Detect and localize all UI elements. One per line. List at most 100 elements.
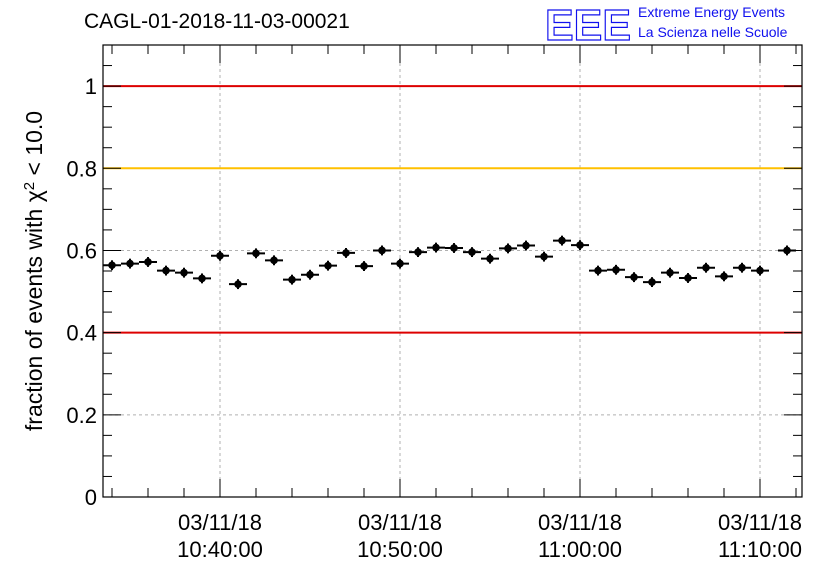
data-point [355, 261, 373, 271]
x-tick-label-time: 10:40:00 [177, 537, 263, 562]
point-marker [126, 259, 134, 268]
data-point [337, 247, 355, 258]
data-point [193, 273, 211, 284]
point-marker [432, 243, 440, 252]
point-marker [702, 263, 710, 272]
data-point [751, 265, 769, 276]
y-tick-label: 0 [85, 485, 97, 510]
data-point [697, 262, 715, 273]
data-point [319, 260, 337, 271]
y-tick-label: 0.2 [66, 403, 97, 428]
point-marker [216, 251, 224, 260]
data-points [103, 235, 796, 290]
x-tick-label-time: 11:10:00 [718, 537, 802, 562]
y-tick-label: 0.8 [66, 156, 97, 181]
point-marker [594, 266, 602, 275]
x-tick-label-date: 03/11/18 [538, 510, 622, 535]
data-point [175, 267, 193, 278]
x-tick-label-time: 10:50:00 [357, 537, 443, 562]
y-tick-label: 0.6 [66, 238, 97, 263]
point-marker [540, 252, 548, 261]
data-point [715, 271, 733, 282]
data-point [247, 248, 265, 259]
data-point [679, 273, 697, 283]
data-point [661, 267, 679, 278]
point-marker [558, 236, 566, 245]
chart-title: CAGL-01-2018-11-03-00021 [84, 10, 350, 33]
point-marker [180, 268, 188, 277]
data-point [427, 242, 445, 253]
point-marker [198, 274, 206, 283]
data-point [103, 260, 121, 271]
data-point [157, 265, 175, 276]
data-point [625, 272, 643, 283]
data-point [733, 262, 751, 273]
point-marker [756, 266, 764, 275]
point-marker [648, 278, 656, 286]
grid-layer [103, 45, 802, 498]
x-tick-label-date: 03/11/18 [178, 510, 262, 535]
y-axis-label: fraction of events with χ2 < 10.0 [21, 111, 48, 431]
data-point [391, 258, 409, 269]
x-tick-label-date: 03/11/18 [358, 510, 442, 535]
data-point [499, 243, 517, 254]
data-point [229, 279, 247, 290]
axis-tick-labels: 00.20.40.60.8103/11/1810:40:0003/11/1810… [66, 74, 802, 562]
data-point [121, 258, 139, 269]
data-point [373, 245, 391, 256]
reference-lines [103, 85, 802, 334]
axis-ticks [103, 44, 802, 498]
data-point [607, 264, 625, 275]
data-point [445, 243, 463, 253]
data-point [139, 257, 157, 267]
data-point [409, 247, 427, 258]
plot-frame [102, 44, 803, 498]
x-tick-label-date: 03/11/18 [718, 510, 802, 535]
point-marker [666, 268, 674, 277]
point-marker [324, 261, 332, 270]
point-marker [630, 273, 638, 281]
data-point [301, 269, 319, 280]
point-marker [783, 246, 791, 255]
data-point [571, 240, 589, 251]
data-point [589, 265, 607, 276]
point-marker [396, 259, 404, 268]
logo-line-2: La Scienza nelle Scuole [638, 24, 788, 40]
point-marker [342, 249, 350, 257]
data-point [535, 251, 553, 262]
eee-logo: EEE [544, 2, 631, 46]
point-marker [288, 275, 296, 284]
point-marker [486, 254, 494, 263]
y-tick-label: 0.4 [66, 321, 97, 346]
point-marker [684, 274, 692, 282]
data-point [283, 274, 301, 285]
point-marker [576, 241, 584, 249]
y-tick-label: 1 [85, 74, 97, 99]
data-point [463, 247, 481, 258]
point-marker [270, 256, 278, 265]
data-point [265, 255, 283, 266]
data-point [553, 235, 571, 246]
point-marker [234, 280, 242, 288]
point-marker [162, 266, 170, 275]
logo-line-1: Extreme Energy Events [638, 4, 786, 20]
point-marker [108, 261, 116, 270]
point-marker [252, 249, 260, 258]
point-marker [378, 246, 386, 255]
point-marker [720, 272, 728, 281]
point-marker [144, 258, 152, 266]
point-marker [468, 248, 476, 256]
eee-logo-mark: EEE [545, 2, 631, 46]
point-marker [738, 263, 746, 272]
point-marker [360, 262, 368, 270]
point-marker [414, 248, 422, 256]
data-point [778, 245, 796, 256]
x-tick-label-time: 11:00:00 [538, 537, 622, 562]
point-marker [612, 265, 620, 274]
data-point [211, 250, 229, 261]
data-point [517, 240, 535, 251]
point-marker [522, 241, 530, 250]
point-marker [504, 244, 512, 253]
data-point [643, 277, 661, 288]
